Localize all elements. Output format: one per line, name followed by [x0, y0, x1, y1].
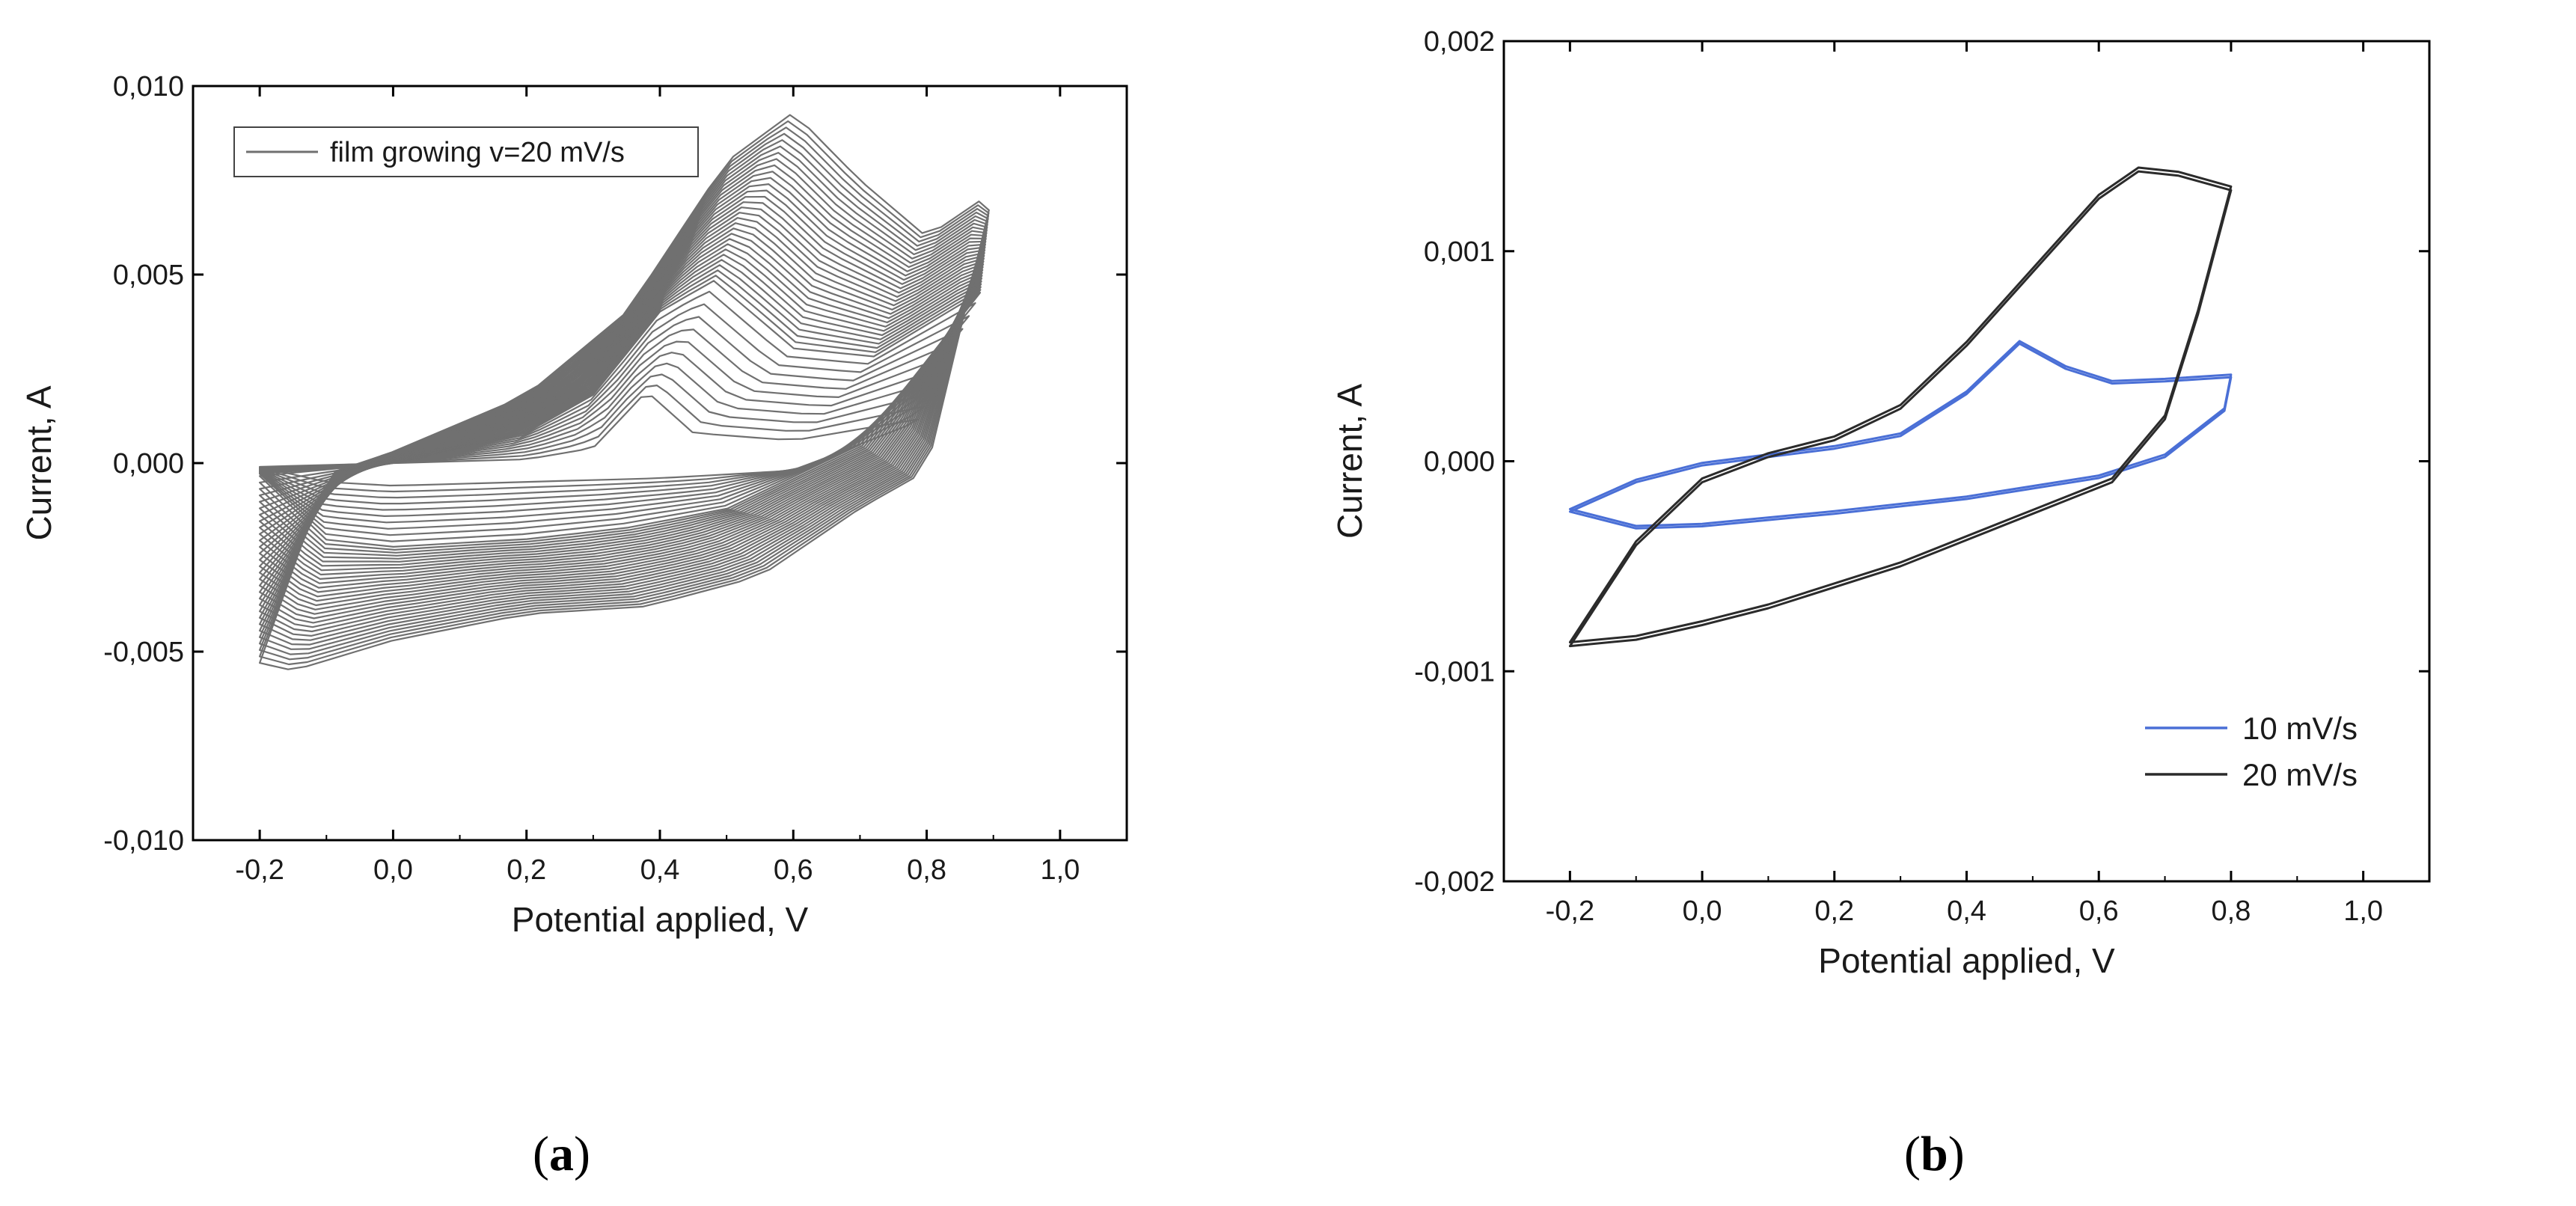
chart-b-ytick-label: -0,002: [1414, 866, 1495, 898]
chart-a-cycle-line: [259, 171, 988, 628]
chart-a-cycle-line: [259, 290, 976, 542]
chart-a-cycle-line: [259, 120, 990, 666]
chart-panel-a: -0,2 0,0 0,2 0,4 0,6 0,8 1,0 -0,010 -0,005 0,000 0…: [0, 0, 1167, 1206]
chart-b-xtick-label: 0,4: [1947, 896, 1986, 927]
chart-a-cycle-line: [259, 275, 982, 551]
chart-a-svg: -0,2 0,0 0,2 0,4 0,6 0,8 1,0 -0,010 -0,005 0,000 0…: [19, 71, 1128, 939]
chart-a-plot-frame: [192, 85, 1128, 842]
chart-a-cycle-line: [259, 145, 988, 646]
chart-a-cycle-line: [259, 158, 988, 637]
chart-a-cycle-line: [259, 126, 990, 661]
panel-label-b: (b): [1904, 1127, 1965, 1181]
chart-a-cycle-line: [259, 303, 970, 536]
chart-b-ytick-label: -0,001: [1414, 656, 1495, 688]
chart-a-ytick-label: -0,005: [103, 637, 184, 668]
chart-a-ytick-label: 0,010: [113, 71, 184, 102]
chart-a-cycle-line: [259, 238, 984, 576]
chart-a-cycle-line: [259, 316, 964, 530]
chart-a-cycle-line: [259, 254, 983, 563]
chart-b-legend-label: 10 mV/s: [2242, 711, 2358, 746]
chart-a-cycle-line: [259, 164, 988, 633]
chart-a-xtick-label: -0,2: [235, 854, 284, 886]
chart-b-xtick-label: -0,2: [1546, 896, 1594, 927]
chart-panel-b: -0,2 0,0 0,2 0,4 0,6 0,8 1,0 -0,002 -0,001 0,000 0…: [1272, 0, 2576, 1206]
chart-a-cycle-line: [259, 395, 919, 487]
chart-a-legend-label: film growing v=20 mV/s: [330, 137, 625, 168]
chart-a-cycle-line: [259, 212, 985, 598]
chart-a-cycle-line: [259, 264, 982, 557]
chart-a-cycle-line: [259, 195, 986, 610]
chart-b-xtick-label: 1,0: [2343, 896, 2383, 927]
chart-a-cycle-line: [259, 132, 989, 655]
chart-a-cycle-line: [259, 114, 990, 670]
chart-a-cycle-line: [259, 233, 984, 580]
chart-a-cycle-line: [259, 259, 982, 560]
chart-b-svg: -0,2 0,0 0,2 0,4 0,6 0,8 1,0 -0,002 -0,001 0,000 0…: [1330, 26, 2431, 980]
chart-a-cycle-line: [259, 139, 989, 650]
chart-b-series-line: [1568, 340, 2233, 527]
chart-a-ytick-label: -0,010: [103, 825, 184, 857]
chart-a-xtick-label: 0,8: [907, 854, 946, 886]
chart-a-cycle-line: [259, 206, 985, 602]
chart-a-cycle-line: [259, 227, 985, 584]
chart-a-cycle-line: [259, 352, 944, 511]
chart-a-x-axis-title: Potential applied, V: [512, 900, 809, 939]
chart-a-cycle-line: [259, 183, 987, 619]
chart-a-cycle-line: [259, 280, 982, 548]
chart-a-cycle-line: [259, 248, 983, 567]
panel-label-a: (a): [533, 1127, 590, 1181]
chart-b-xtick-label: 0,2: [1814, 896, 1854, 927]
chart-b-ytick-label: 0,001: [1424, 236, 1495, 268]
chart-a-cycle-line: [259, 217, 985, 593]
chart-b-xtick-label: 0,0: [1683, 896, 1722, 927]
chart-b-xtick-label: 0,8: [2212, 896, 2251, 927]
chart-b-xtick-label: 0,6: [2079, 896, 2119, 927]
chart-a-xtick-label: 0,6: [774, 854, 813, 886]
chart-a-cycle-line: [259, 385, 926, 493]
chart-a-cycle-line: [259, 362, 938, 505]
chart-a-cycle-line: [259, 222, 985, 589]
chart-a-xtick-label: 0,2: [507, 854, 546, 886]
chart-a-xtick-label: 0,4: [640, 854, 680, 886]
chart-a-cycle-line: [259, 243, 983, 572]
chart-a-cycles: [259, 114, 990, 670]
chart-a-cycle-line: [259, 177, 987, 624]
chart-a-xtick-label: 1,0: [1040, 854, 1080, 886]
chart-b-series-line: [1568, 166, 2233, 643]
chart-b-plot-frame: [1502, 40, 2431, 883]
chart-a-y-axis-title: Current, A: [19, 385, 58, 540]
chart-a-ytick-label: 0,005: [113, 260, 184, 291]
chart-a-cycle-line: [259, 189, 986, 615]
chart-a-cycle-line: [259, 340, 951, 517]
chart-b-series-line: [1568, 342, 2233, 530]
chart-a-cycle-line: [259, 373, 931, 499]
chart-b-series-line: [1568, 170, 2233, 648]
chart-b-ytick-label: 0,002: [1424, 26, 1495, 58]
chart-b-y-axis-title: Current, A: [1330, 384, 1369, 539]
chart-a-xtick-label: 0,0: [373, 854, 413, 886]
chart-b-ytick-label: 0,000: [1424, 447, 1495, 478]
chart-a-cycle-line: [259, 269, 982, 554]
chart-b-legend-label: 20 mV/s: [2242, 757, 2358, 792]
chart-a-ytick-label: 0,000: [113, 448, 184, 480]
chart-a-cycle-line: [259, 152, 988, 641]
chart-b-x-axis-title: Potential applied, V: [1818, 941, 2115, 980]
chart-a-cycle-line: [259, 328, 957, 524]
chart-a-cycle-line: [259, 201, 986, 607]
